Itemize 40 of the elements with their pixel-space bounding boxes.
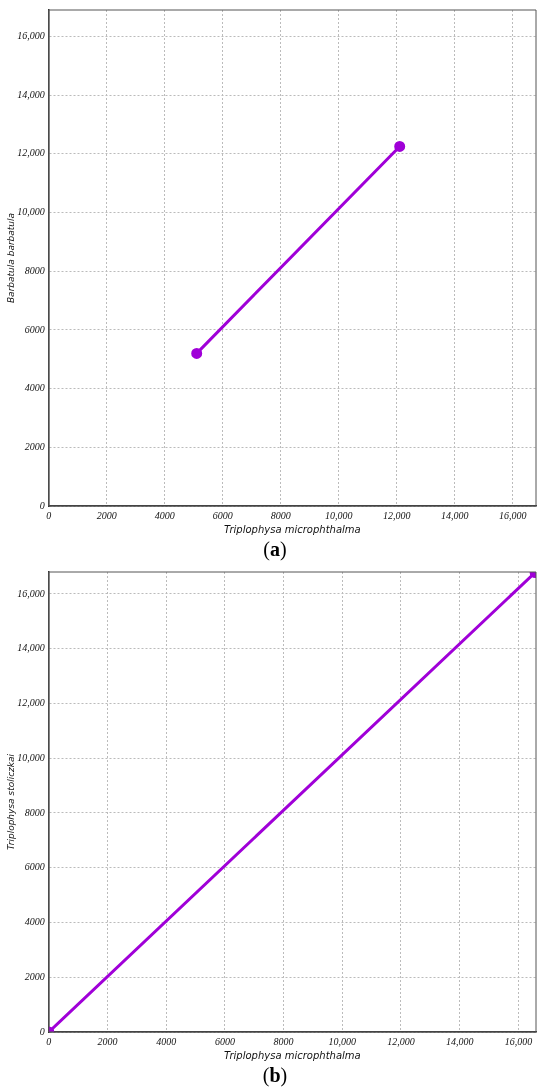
- text: (a): [262, 537, 288, 562]
- y-tick-label: 0: [39, 499, 45, 511]
- text: (b): [261, 1063, 289, 1088]
- y-tick-label: 4000: [24, 916, 45, 928]
- y-tick-label: 16,000: [17, 587, 45, 599]
- x-tick-label: 8000: [270, 509, 291, 521]
- x-axis-title: Triplophysa microphthalma: [224, 1049, 361, 1061]
- y-tick-label: 4000: [24, 382, 45, 394]
- x-axis-title: Triplophysa microphthalma: [224, 523, 361, 535]
- x-tick-label: 16,000: [499, 509, 527, 521]
- x-tick-label: 10,000: [328, 1035, 357, 1047]
- y-axis-title: Triplophysa stoliczkai: [5, 753, 16, 851]
- y-axis-title: Barbatula barbatula: [5, 212, 16, 304]
- x-tick-label: 8000: [273, 1035, 294, 1047]
- y-tick-label: 6000: [24, 323, 45, 335]
- y-tick-label: 10,000: [17, 206, 45, 218]
- y-tick-label: 14,000: [17, 88, 45, 100]
- x-tick-label: 6000: [212, 509, 233, 521]
- x-tick-label: 14,000: [441, 509, 469, 521]
- y-tick-label: 8000: [24, 264, 45, 276]
- x-tick-label: 2000: [97, 1035, 118, 1047]
- x-tick-label: 12,000: [383, 509, 411, 521]
- x-tick-label: 16,000: [504, 1035, 533, 1047]
- y-tick-label: 10,000: [17, 751, 45, 763]
- y-tick-label: 12,000: [17, 147, 45, 159]
- y-tick-label: 2000: [24, 970, 45, 982]
- y-tick-label: 8000: [24, 806, 45, 818]
- y-tick-label: 12,000: [17, 697, 45, 709]
- y-tick-label: 14,000: [17, 642, 45, 654]
- y-tick-label: 0: [39, 1025, 45, 1037]
- y-tick-label: 6000: [24, 861, 45, 873]
- x-tick-label: 4000: [156, 1035, 177, 1047]
- y-tick-label: 16,000: [17, 30, 45, 42]
- x-tick-label: 10,000: [325, 509, 353, 521]
- x-tick-label: 2000: [96, 509, 117, 521]
- x-tick-label: 12,000: [387, 1035, 415, 1047]
- x-tick-label: 6000: [214, 1035, 235, 1047]
- y-tick-label: 2000: [24, 440, 45, 452]
- x-tick-label: 14,000: [445, 1035, 474, 1047]
- x-tick-label: 4000: [154, 509, 175, 521]
